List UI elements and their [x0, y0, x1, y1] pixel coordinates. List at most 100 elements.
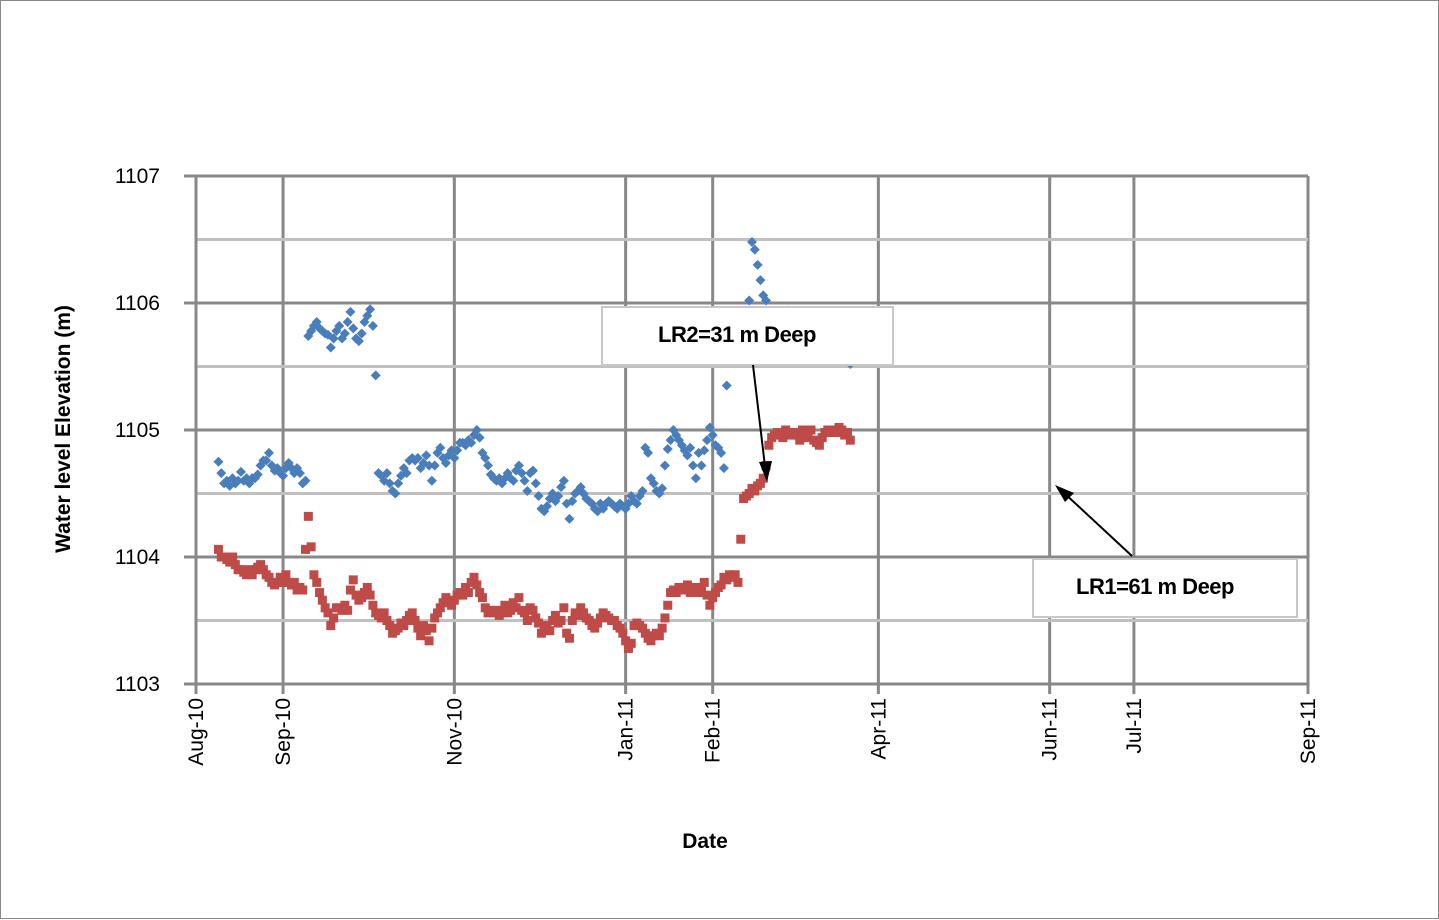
data-point-lr1 — [477, 593, 487, 603]
series-lr1 — [213, 422, 855, 653]
data-point-lr1 — [545, 626, 555, 636]
data-point-lr1 — [416, 631, 426, 641]
data-point-lr1 — [329, 613, 339, 623]
data-point-lr1 — [301, 544, 311, 554]
data-point-lr1 — [590, 623, 600, 633]
data-point-lr1 — [534, 618, 544, 628]
x-tick-label: Aug-10 — [185, 698, 208, 766]
data-point-lr1 — [306, 542, 316, 552]
data-point-lr2 — [367, 320, 378, 331]
data-point-lr1 — [682, 580, 692, 590]
data-point-lr1 — [699, 577, 709, 587]
data-point-lr1 — [758, 473, 768, 483]
data-point-lr2 — [440, 458, 451, 469]
data-point-lr2 — [749, 244, 760, 255]
data-point-lr2 — [474, 432, 485, 443]
data-point-lr2 — [342, 317, 353, 328]
data-point-lr1 — [469, 572, 479, 582]
data-point-lr2 — [435, 442, 446, 453]
data-point-lr2 — [353, 336, 364, 347]
data-point-lr2 — [421, 450, 432, 461]
y-tick-label: 1103 — [115, 673, 160, 696]
data-point-lr2 — [631, 498, 642, 509]
data-point-lr2 — [665, 435, 676, 446]
data-point-lr1 — [340, 600, 350, 610]
data-point-lr2 — [516, 468, 527, 479]
data-point-lr1 — [710, 588, 720, 598]
data-point-lr1 — [480, 603, 490, 613]
data-point-lr1 — [637, 623, 647, 633]
data-point-lr1 — [441, 593, 451, 603]
annotation-lr1-box — [1032, 558, 1298, 618]
data-point-lr1 — [281, 570, 291, 580]
data-point-lr1 — [393, 623, 403, 633]
data-point-lr1 — [548, 616, 558, 625]
data-point-lr2 — [761, 295, 772, 306]
data-point-lr1 — [242, 570, 252, 580]
data-point-lr1 — [564, 633, 574, 643]
data-point-lr2 — [426, 475, 437, 486]
data-point-lr2 — [637, 485, 648, 496]
data-point-lr2 — [721, 380, 732, 391]
data-point-lr2 — [384, 478, 395, 489]
annotation-lr2-label: LR2=31 m Deep — [658, 322, 816, 347]
data-points — [213, 237, 859, 653]
x-tick-label: Jul-11 — [1123, 698, 1146, 754]
data-point-lr1 — [402, 616, 412, 625]
data-point-lr2 — [643, 447, 654, 458]
data-point-lr2 — [718, 463, 729, 474]
data-point-lr1 — [320, 603, 330, 613]
data-point-lr1 — [716, 580, 726, 590]
data-point-lr1 — [646, 636, 656, 646]
data-point-lr1 — [609, 616, 619, 625]
data-point-lr1 — [792, 430, 802, 440]
annotation-lr2: LR2=31 m Deep — [601, 306, 894, 482]
data-point-lr1 — [705, 600, 715, 610]
annotation-lr2-arrowhead — [759, 461, 772, 482]
data-point-lr2 — [471, 425, 482, 435]
data-point-lr1 — [449, 595, 459, 605]
data-point-lr1 — [343, 605, 353, 615]
data-point-lr1 — [247, 570, 257, 580]
data-point-lr2 — [533, 491, 544, 502]
data-point-lr2 — [657, 483, 668, 494]
data-point-lr2 — [522, 485, 533, 496]
data-point-lr1 — [362, 582, 372, 592]
data-point-lr1 — [550, 610, 560, 620]
data-point-lr1 — [593, 618, 603, 628]
data-point-lr1 — [842, 428, 852, 438]
data-point-lr1 — [660, 613, 670, 623]
data-point-lr1 — [730, 570, 740, 580]
data-point-lr2 — [755, 275, 766, 286]
data-point-lr1 — [317, 595, 327, 605]
data-point-lr1 — [438, 598, 448, 608]
data-point-lr2 — [685, 442, 696, 453]
data-point-lr1 — [764, 440, 774, 450]
data-point-lr1 — [562, 628, 572, 638]
data-point-lr1 — [315, 588, 325, 598]
data-point-lr1 — [424, 636, 434, 646]
data-point-lr1 — [359, 588, 369, 598]
x-axis-title: Date — [682, 830, 728, 853]
data-point-lr1 — [556, 616, 566, 625]
data-point-lr1 — [595, 613, 605, 623]
data-point-lr2 — [513, 460, 524, 471]
data-point-lr2 — [356, 328, 367, 339]
data-point-lr1 — [337, 605, 347, 615]
data-point-lr1 — [228, 552, 238, 562]
data-point-lr2 — [564, 513, 575, 524]
data-point-lr1 — [702, 590, 712, 600]
data-point-lr1 — [365, 590, 375, 600]
data-point-lr1 — [531, 613, 541, 623]
data-point-lr1 — [567, 616, 577, 625]
data-point-lr2 — [747, 237, 757, 248]
data-point-lr2 — [424, 460, 435, 471]
data-point-lr2 — [252, 469, 263, 480]
data-point-lr2 — [696, 460, 707, 471]
data-point-lr1 — [225, 557, 235, 567]
data-point-lr1 — [303, 511, 313, 521]
data-point-lr2 — [339, 328, 350, 339]
data-point-lr1 — [508, 598, 518, 608]
data-point-lr2 — [334, 320, 345, 331]
